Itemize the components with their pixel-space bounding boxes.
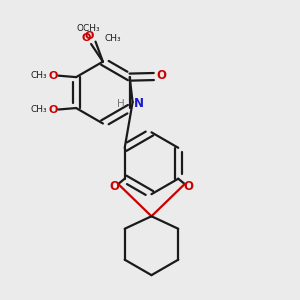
- Text: O: O: [85, 31, 94, 41]
- Text: CH₃: CH₃: [30, 105, 47, 114]
- Text: CH₃: CH₃: [30, 71, 47, 80]
- Text: O: O: [48, 71, 58, 81]
- Text: OCH₃: OCH₃: [76, 24, 100, 33]
- Text: O: O: [157, 69, 167, 82]
- Text: O: O: [183, 180, 193, 193]
- Text: CH₃: CH₃: [104, 34, 121, 43]
- Text: N: N: [134, 97, 144, 110]
- Text: H: H: [118, 99, 125, 109]
- Text: O: O: [81, 33, 91, 43]
- Text: O: O: [48, 104, 58, 115]
- Text: O: O: [110, 180, 120, 193]
